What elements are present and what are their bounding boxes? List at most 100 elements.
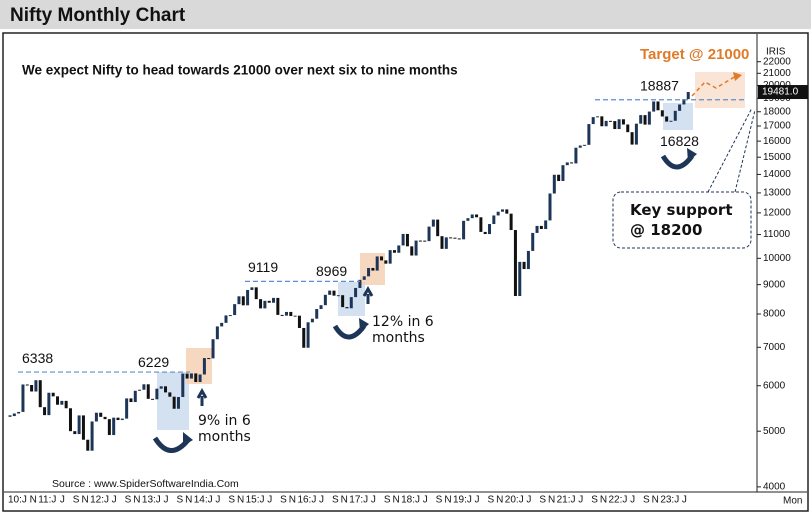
candle	[34, 380, 38, 392]
candle	[276, 297, 280, 315]
up-arrow	[362, 285, 374, 304]
candle	[578, 145, 582, 148]
candle	[189, 373, 193, 379]
candle	[319, 305, 323, 310]
candle	[392, 250, 396, 253]
candle	[237, 296, 241, 305]
period-label: Mon	[783, 496, 802, 507]
candle	[626, 124, 630, 133]
candle	[116, 417, 120, 421]
candle	[17, 411, 21, 414]
x-tick-label: J	[630, 495, 635, 506]
candle	[51, 392, 55, 397]
y-tick-label: 18000	[763, 106, 791, 117]
chart-title: Nifty Monthly Chart	[10, 5, 186, 26]
candle	[202, 358, 206, 375]
x-tick-label: 15:J	[246, 495, 265, 506]
candle	[358, 279, 362, 288]
candle	[211, 339, 215, 359]
level-label: 8969	[316, 263, 347, 279]
candle	[557, 174, 561, 182]
candle	[440, 236, 444, 249]
candle	[431, 219, 435, 227]
candle	[375, 256, 379, 271]
y-tick-label: 4000	[763, 482, 786, 493]
y-tick-label: 16000	[763, 136, 791, 147]
candle	[526, 250, 530, 270]
candle	[388, 250, 392, 264]
candle	[289, 311, 293, 317]
candle	[617, 119, 621, 130]
x-tick-label: J	[578, 495, 583, 506]
candle	[77, 415, 81, 435]
candle	[565, 162, 569, 166]
candle	[669, 120, 673, 122]
candle	[176, 397, 180, 409]
candle	[362, 276, 366, 280]
x-tick-label: 22:J	[608, 495, 627, 506]
x-tick-label: 10:J	[8, 495, 27, 506]
candle	[241, 296, 245, 306]
x-tick-label: J	[423, 495, 428, 506]
x-tick-label: 23:J	[660, 495, 679, 506]
candle	[414, 240, 418, 256]
candle	[21, 384, 25, 412]
candle	[652, 101, 656, 112]
x-tick-label: 17:J	[349, 495, 368, 506]
candle	[60, 400, 64, 405]
candle	[665, 116, 669, 122]
candle	[453, 237, 457, 239]
level-label: 6338	[22, 350, 53, 366]
candle	[500, 209, 504, 212]
candle	[535, 225, 539, 233]
y-tick-label: 8000	[763, 309, 786, 320]
x-tick-label: 12:J	[90, 495, 109, 506]
candle	[250, 287, 254, 290]
candle	[613, 121, 617, 130]
indicator-label: IRIS	[766, 47, 786, 58]
candle	[233, 304, 237, 316]
candle	[103, 416, 107, 420]
x-tick-label: N	[652, 495, 659, 506]
candle	[608, 120, 612, 122]
x-tick-label: 16:J	[297, 495, 316, 506]
candle	[410, 246, 414, 256]
y-tick-label: 6000	[763, 380, 786, 391]
candle	[81, 415, 85, 440]
candle	[634, 123, 638, 145]
candle	[418, 240, 422, 242]
x-tick-label: J	[475, 495, 480, 506]
candle	[678, 104, 682, 111]
candle	[574, 147, 578, 164]
candle	[194, 373, 198, 383]
y-tick-label: 11000	[763, 229, 791, 240]
candle	[630, 132, 634, 145]
y-tick-label: 10000	[763, 253, 791, 264]
candle	[207, 358, 211, 360]
candle	[505, 209, 509, 214]
candle	[43, 407, 47, 416]
x-tick-label: N	[392, 495, 399, 506]
candle	[544, 220, 548, 230]
candle	[254, 287, 258, 300]
candle	[587, 124, 591, 145]
x-tick-label: S	[125, 495, 132, 506]
candle	[267, 300, 271, 303]
candle	[539, 225, 543, 230]
candle	[315, 309, 319, 319]
candle	[600, 116, 604, 127]
x-tick-label: 11:J	[38, 495, 56, 506]
candle	[68, 408, 72, 432]
candle	[367, 267, 371, 277]
candle	[138, 389, 142, 391]
candle	[583, 144, 587, 146]
candle	[56, 396, 60, 405]
note: 12% in 6 months	[372, 314, 434, 346]
candle	[328, 290, 332, 295]
x-tick-label: S	[488, 495, 495, 506]
level-label: 6229	[138, 354, 169, 370]
x-tick-label: J	[215, 495, 220, 506]
arrow-head	[183, 432, 193, 446]
candle	[561, 165, 565, 182]
